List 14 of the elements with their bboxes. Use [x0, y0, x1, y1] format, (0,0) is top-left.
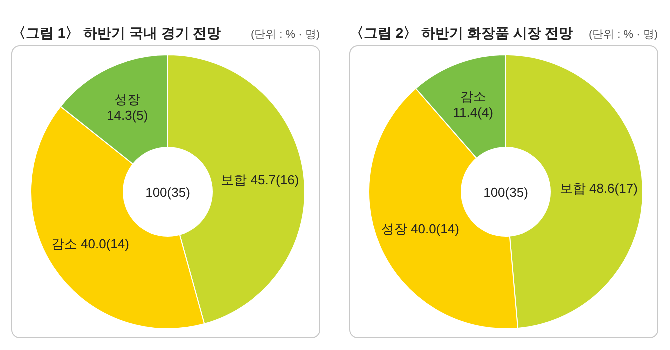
chart-title: 〈그림 2〉 하반기 화장품 시장 전망 [350, 25, 574, 41]
chart-title: 〈그림 1〉 하반기 국내 경기 전망 [12, 25, 222, 41]
slice-label: 보합 45.7(16) [221, 172, 300, 188]
data-label: 14.3(5) [107, 108, 148, 124]
slice-label: 감소 40.0(14) [51, 236, 130, 252]
data-label: 11.4(4) [453, 104, 494, 120]
slice-label: 감소 [460, 88, 486, 104]
text: 100(35) [484, 185, 528, 200]
text: 100(35) [146, 185, 190, 200]
chart-subtitle: (단위 : % · 명) [588, 29, 658, 41]
chart-subtitle: (단위 : % · 명) [250, 29, 320, 41]
slice-label: 성장 40.0(14) [381, 221, 460, 236]
slice-label: 보합 48.6(17) [560, 180, 638, 196]
slice-label: 성장 [114, 92, 141, 108]
